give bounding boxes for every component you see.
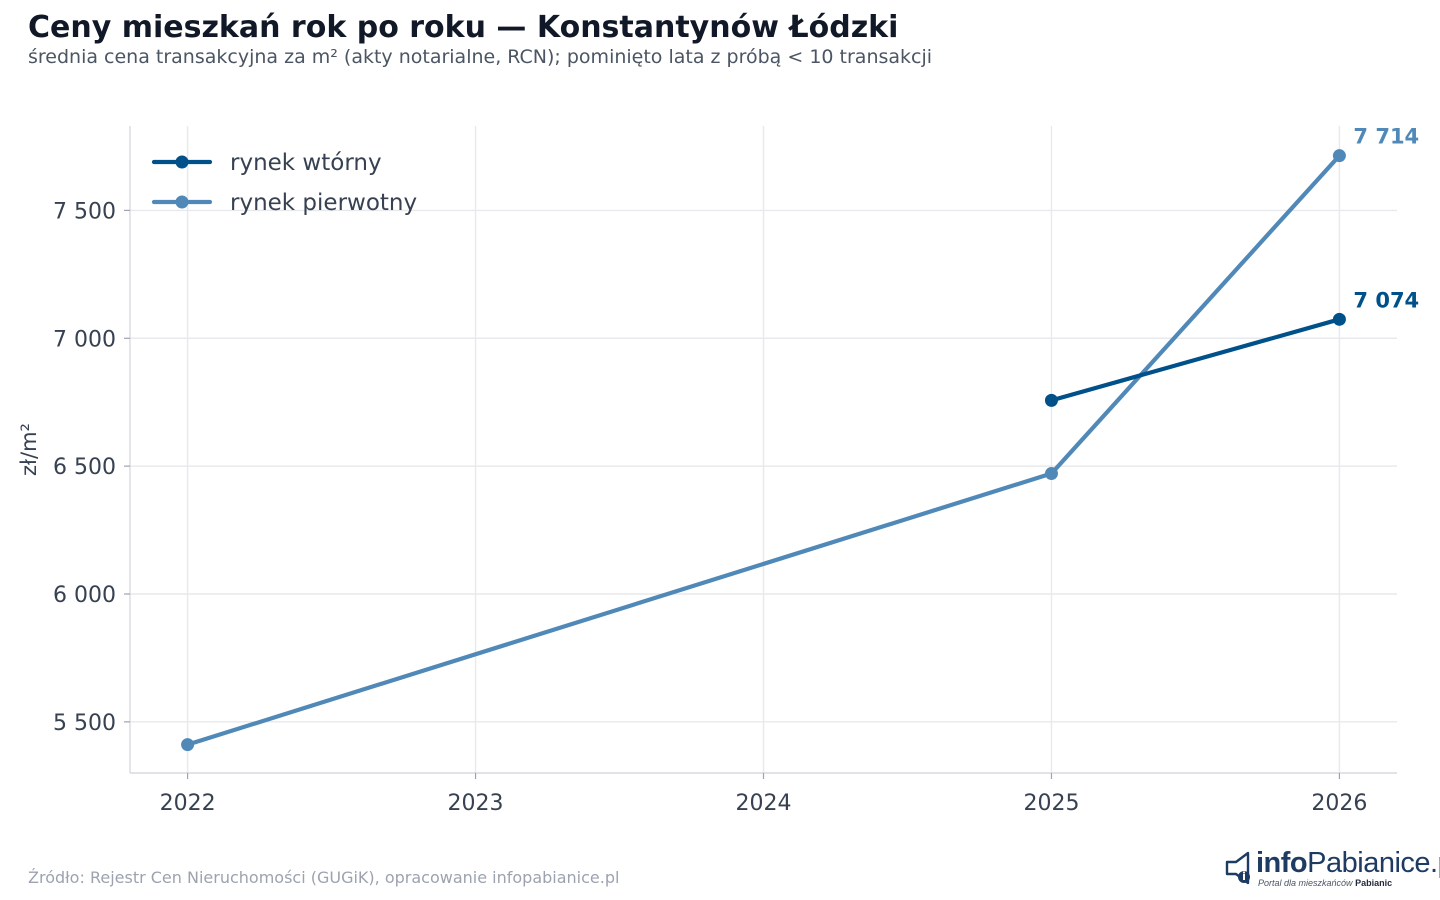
y-tick-label: 6 500 (53, 455, 116, 480)
end-value-label: 7 714 (1353, 125, 1419, 149)
data-point (181, 738, 195, 752)
y-tick-label: 7 500 (53, 199, 116, 224)
legend-marker (175, 195, 189, 209)
logo-name-regular: Pabianice.pl (1307, 847, 1440, 879)
data-point (1332, 149, 1346, 163)
y-tick-label: 5 500 (53, 711, 116, 736)
y-tick-label: 7 000 (53, 327, 116, 352)
infopabianice-logo[interactable]: infoPabianice.pl Portal dla mieszkańców … (1224, 846, 1440, 892)
y-tick-label: 6 000 (53, 583, 116, 608)
end-value-label: 7 074 (1353, 288, 1419, 312)
x-tick-label: 2022 (160, 791, 216, 816)
chart-title: Ceny mieszkań rok po roku — Konstantynów… (28, 10, 899, 45)
x-tick-label: 2026 (1311, 791, 1367, 816)
logo-tagline-text: Portal dla mieszkańców (1258, 878, 1353, 888)
legend-label: rynek wtórny (230, 150, 382, 176)
source-note: Źródło: Rejestr Cen Nieruchomości (GUGiK… (28, 868, 620, 887)
series-line-wtorny (1049, 317, 1342, 403)
logo-name-bold: info (1256, 847, 1308, 879)
chart-subtitle: średnia cena transakcyjna za m² (akty no… (28, 46, 933, 68)
logo-tagline: Portal dla mieszkańców Pabianic (1258, 878, 1392, 888)
data-point (1044, 467, 1058, 481)
legend-marker (175, 155, 189, 169)
megaphone-icon (1225, 851, 1250, 885)
logo-tagline-bold: Pabianic (1355, 878, 1393, 888)
x-tick-label: 2025 (1023, 791, 1079, 816)
legend-label: rynek pierwotny (230, 190, 417, 216)
y-axis-label: zł/m² (17, 423, 41, 476)
data-point (1044, 393, 1058, 407)
logo-wordmark: infoPabianice.pl (1256, 846, 1440, 880)
x-tick-label: 2024 (736, 791, 792, 816)
x-tick-label: 2023 (448, 791, 504, 816)
data-point (1332, 312, 1346, 326)
